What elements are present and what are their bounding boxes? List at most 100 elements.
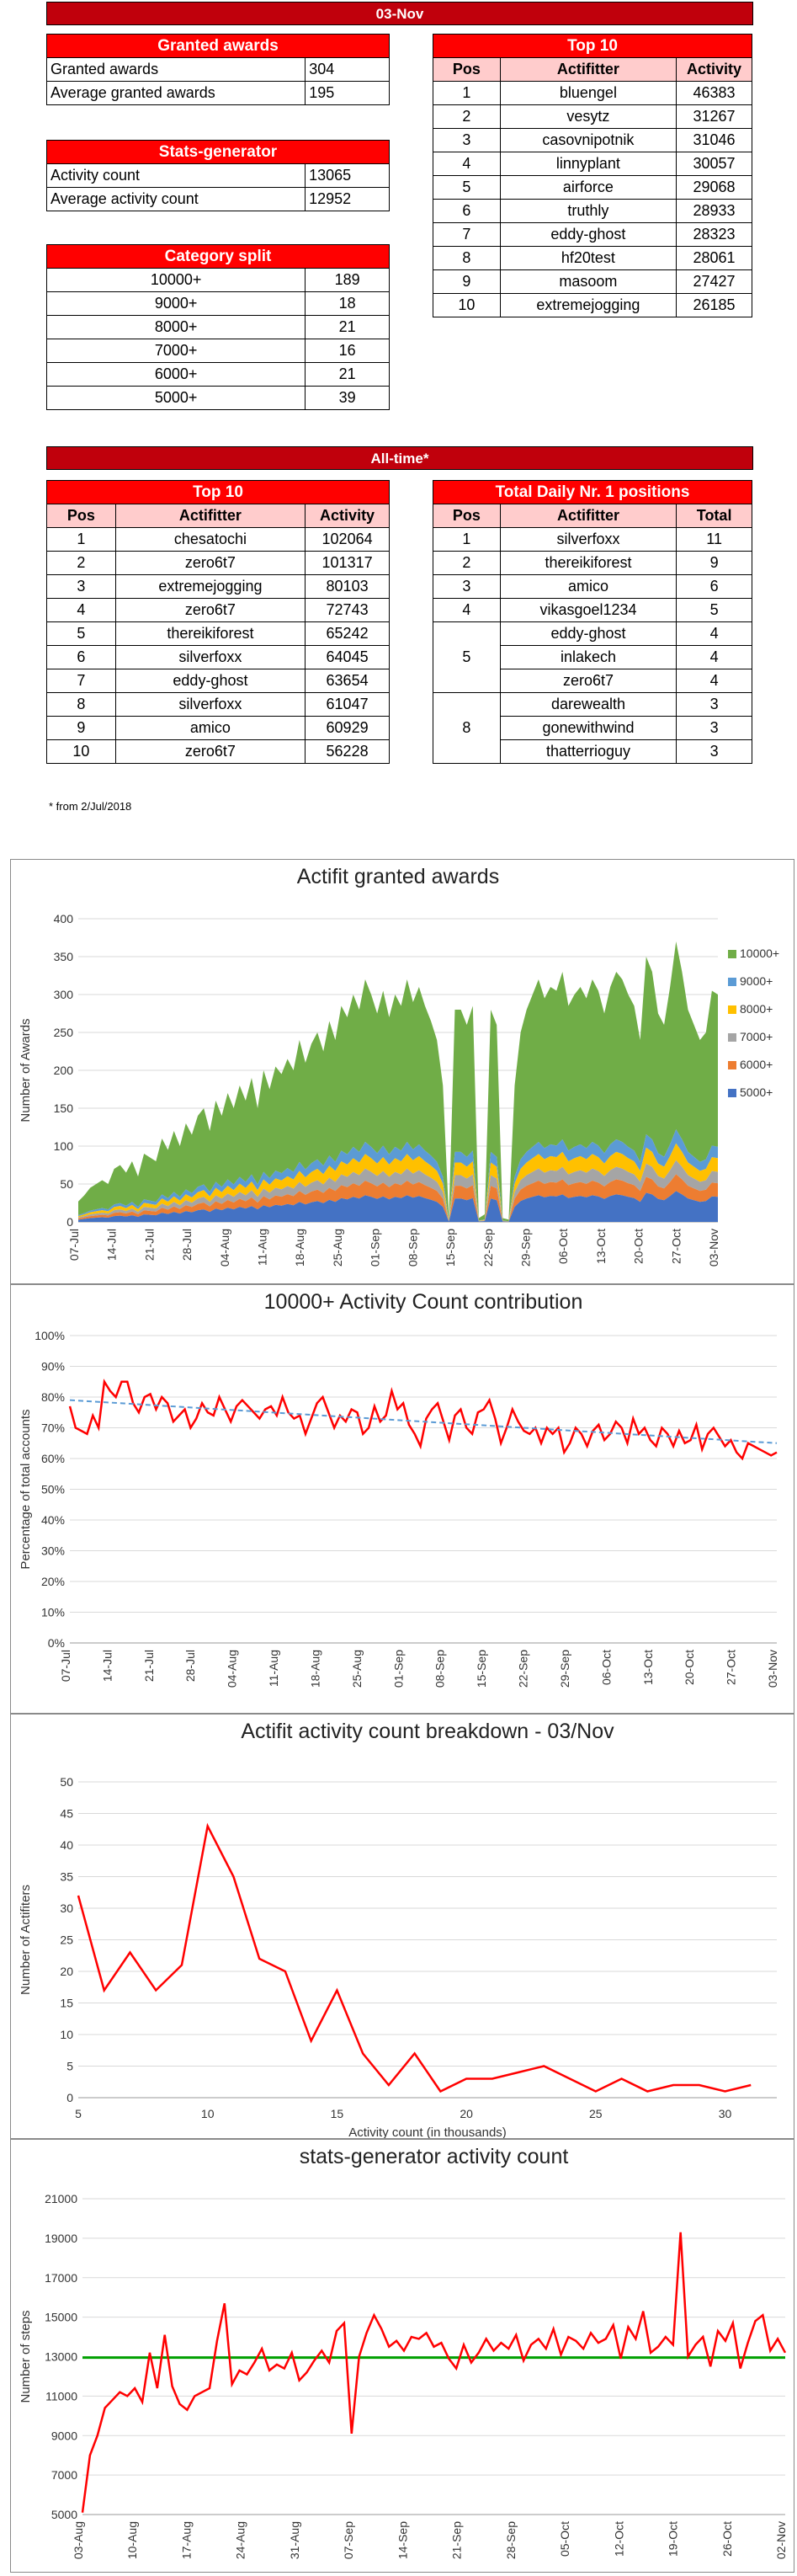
cell: zero6t7 [114, 739, 306, 764]
y-tick-label: 150 [54, 1101, 74, 1115]
table-row: 9000+ 18 [45, 291, 390, 316]
x-tick-label: 03-Aug [72, 2521, 85, 2559]
cell: 4 [433, 152, 501, 176]
x-tick-label: 04-Aug [218, 1229, 231, 1267]
x-tick-label: 27-Oct [669, 1229, 683, 1264]
legend-label: 9000+ [740, 974, 773, 988]
y-tick-label: 100 [54, 1139, 74, 1153]
trend-line [69, 1399, 778, 1444]
x-tick-label: 15-Sep [444, 1229, 457, 1267]
cell: amico [499, 574, 677, 599]
col-header: Actifitter [499, 504, 677, 528]
cell: 12952 [305, 187, 390, 211]
cell: 4 [433, 598, 501, 622]
x-tick-label: 12-Oct [612, 2521, 625, 2557]
top10-alltime-title: Top 10 [46, 480, 390, 504]
area-series-5000plus [78, 1191, 718, 1222]
table-row: 5000+ 39 [45, 386, 390, 410]
cell: 80103 [305, 574, 390, 599]
cell: vesytz [499, 104, 677, 129]
cell: 28323 [676, 222, 752, 247]
cell: 31267 [676, 104, 752, 129]
y-tick-label: 50 [60, 1177, 73, 1191]
cell: 3 [433, 574, 501, 599]
cell: 5 [433, 175, 501, 200]
table-row: 7 eddy-ghost 28323 [433, 222, 752, 247]
cell: 8 [433, 692, 501, 764]
stats-generator-table: Stats-generator Activity count 13065 Aver… [45, 140, 390, 211]
x-tick-label: 18-Aug [308, 1650, 321, 1688]
cell: 189 [305, 268, 390, 292]
y-tick-label: 80% [41, 1390, 65, 1404]
cell: eddy-ghost [499, 222, 677, 247]
daily-nr1-table: Total Daily Nr. 1 positions Pos Actifitte… [433, 480, 752, 764]
cell: 27427 [676, 269, 752, 294]
x-tick-label: 22-Sep [517, 1650, 530, 1688]
table-row: inlakech 4 [433, 645, 752, 669]
x-tick-label: 14-Jul [100, 1650, 114, 1682]
x-tick-label: 20-Oct [632, 1229, 646, 1264]
x-tick-label: 18-Aug [293, 1229, 306, 1267]
y-tick-label: 7000 [51, 2468, 77, 2482]
cell: extremejogging [114, 574, 306, 599]
x-tick-label: 11-Aug [256, 1229, 269, 1266]
table-row: 3 amico 6 [433, 574, 752, 599]
cell: airforce [499, 175, 677, 200]
cell: casovnipotnik [499, 128, 677, 152]
y-tick-label: 9000 [51, 2429, 77, 2442]
legend-swatch [728, 1033, 736, 1042]
cell: 2 [433, 551, 501, 575]
cell: 28933 [676, 199, 752, 223]
cell: 3 [676, 716, 752, 740]
y-tick-label: 5 [66, 2060, 73, 2073]
y-tick-label: 0 [66, 1215, 73, 1229]
table-row: 8 silverfoxx 61047 [46, 692, 390, 717]
y-tick-label: 40 [60, 1838, 73, 1852]
cell: 65242 [305, 621, 390, 646]
x-tick-label: 01-Sep [369, 1229, 382, 1267]
top10-day-title: Top 10 [433, 34, 752, 58]
cell: zero6t7 [114, 551, 306, 575]
y-tick-label: 19000 [45, 2232, 77, 2245]
cell: thereikiforest [114, 621, 306, 646]
table-row: gonewithwind 3 [433, 716, 752, 740]
area-series-10000plus [78, 941, 718, 1222]
legend-swatch [728, 1005, 736, 1014]
y-tick-label: 350 [54, 950, 74, 963]
cell: 46383 [676, 81, 752, 105]
cell: 4 [676, 621, 752, 646]
x-tick-label: 25-Aug [350, 1650, 364, 1688]
cell: 21 [305, 362, 390, 387]
cell: 8000+ [45, 315, 306, 339]
cell: 3 [676, 739, 752, 764]
y-tick-label: 15000 [45, 2311, 77, 2324]
contribution-svg: 10000+ Activity Count contribution 0% 10% 2… [19, 1290, 779, 1688]
cell: 56228 [305, 739, 390, 764]
x-tick-label: 28-Jul [180, 1229, 194, 1261]
cell: 6000+ [45, 362, 306, 387]
cell: 5 [46, 621, 116, 646]
legend-swatch [728, 1061, 736, 1069]
cell: thatterrioguy [499, 739, 677, 764]
cell: 5000+ [45, 386, 306, 410]
y-axis-label: Number of Actifiters [19, 1885, 33, 1995]
cell: 1 [433, 81, 501, 105]
cell: 4 [676, 669, 752, 693]
cell: 31046 [676, 128, 752, 152]
x-tick-label: 29-Sep [558, 1650, 571, 1688]
x-tick-label: 01-Sep [391, 1650, 405, 1688]
x-tick-label: 25-Aug [331, 1229, 344, 1267]
table-row: 9 amico 60929 [46, 716, 390, 740]
y-tick-label: 30 [60, 1901, 73, 1915]
cell: 1 [46, 527, 116, 552]
table-row: 6000+ 21 [45, 362, 390, 387]
cell: 10 [46, 739, 116, 764]
top10-day-table: Top 10 Pos Actifitter Activity 1 bluengel 46… [433, 34, 752, 317]
table-row: 8 darewealth 3 [433, 692, 752, 764]
cell: amico [114, 716, 306, 740]
chart-granted-awards: Actifit granted awards 0 50 100 150 200 250 300… [10, 859, 794, 1284]
y-tick-label: 45 [60, 1807, 73, 1821]
cell: 60929 [305, 716, 390, 740]
x-tick-label: 21-Sep [450, 2521, 464, 2559]
x-tick-label: 10 [201, 2107, 215, 2120]
